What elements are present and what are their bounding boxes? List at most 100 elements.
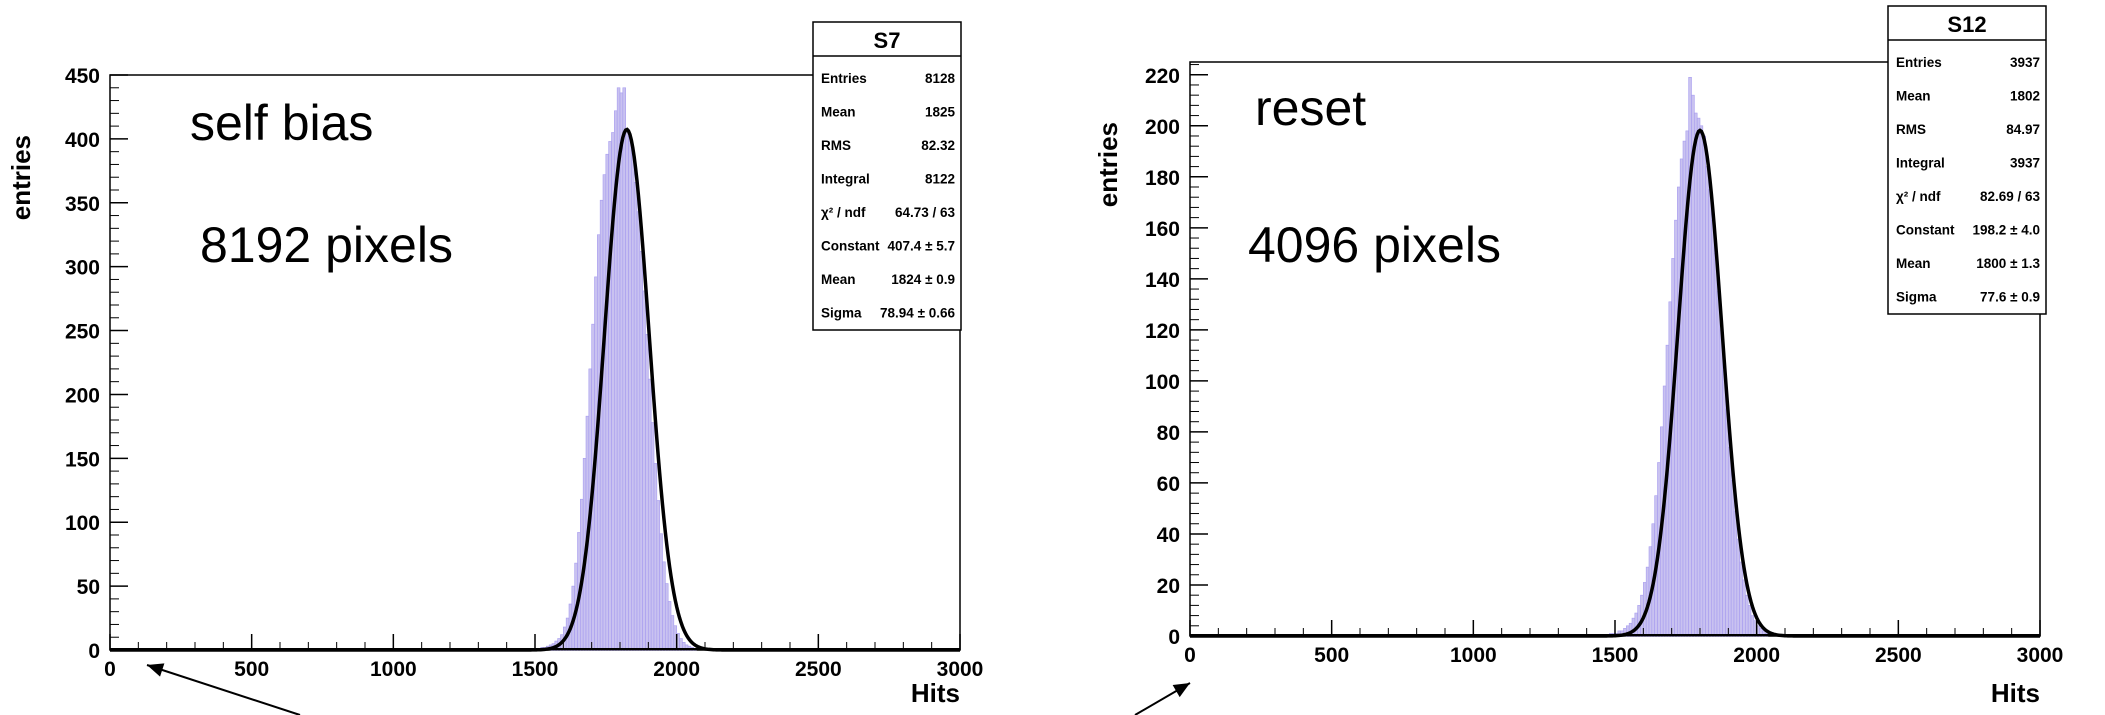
y-tick-label: 100 xyxy=(1145,371,1180,394)
stats-row-value: 84.97 xyxy=(2006,122,2040,137)
x-tick-label: 0 xyxy=(1184,644,1196,667)
histogram-bin xyxy=(1711,219,1715,637)
stats-row-label: Mean xyxy=(821,272,856,287)
histogram-bin xyxy=(1730,480,1735,637)
stats-row-label: Mean xyxy=(1896,256,1931,271)
histogram-bin xyxy=(1747,605,1752,637)
stats-box-title: S7 xyxy=(874,28,901,53)
stats-row-value: 3937 xyxy=(2010,55,2040,70)
stats-row-value: 1800 ± 1.3 xyxy=(1976,256,2040,271)
y-tick-label: 220 xyxy=(1145,65,1180,88)
histogram-bin xyxy=(1694,112,1698,637)
y-tick-label: 60 xyxy=(1157,473,1180,496)
histogram-bin xyxy=(1679,158,1684,637)
x-tick-label: 3000 xyxy=(937,658,984,681)
stats-row-value: 198.2 ± 4.0 xyxy=(1973,222,2040,237)
y-tick-label: 80 xyxy=(1157,422,1180,445)
stats-row-value: 1802 xyxy=(2010,88,2040,103)
histogram-bin xyxy=(608,141,612,651)
stats-row-label: χ² / ndf xyxy=(821,205,866,220)
stats-row-value: 407.4 ± 5.7 xyxy=(888,238,955,253)
stats-row-value: 78.94 ± 0.66 xyxy=(880,305,955,320)
x-tick-label: 1000 xyxy=(370,658,417,681)
histogram-bin xyxy=(1671,258,1675,637)
x-tick-label: 3000 xyxy=(2017,644,2064,667)
histogram-bin xyxy=(1708,189,1712,637)
y-axis-label: entries xyxy=(1093,122,1123,207)
histogram-bin xyxy=(665,583,669,651)
histogram-bin xyxy=(1745,594,1749,637)
stats-row-label: Mean xyxy=(821,104,856,119)
y-tick-label: 40 xyxy=(1157,524,1180,547)
stats-box: S12 Entries 3937 Mean 1802 RMS 84.97 Integral 39… xyxy=(1887,5,2047,315)
histogram-bin xyxy=(602,174,607,651)
y-tick-label: 0 xyxy=(88,640,100,663)
histogram-bin xyxy=(1696,117,1701,637)
y-tick-label: 300 xyxy=(65,257,100,280)
histogram-bin xyxy=(656,500,660,651)
stats-box: S7 Entries 8128 Mean 1825 RMS 82.32 Integral 812… xyxy=(812,21,962,331)
x-axis-label: Hits xyxy=(1991,678,2040,708)
annotation-mode-label: reset xyxy=(1255,80,1366,136)
y-tick-label: 200 xyxy=(1145,116,1180,139)
y-tick-label: 400 xyxy=(65,129,100,152)
stats-row-label: Entries xyxy=(821,71,867,86)
histogram-bin xyxy=(633,182,638,651)
stats-row-label: χ² / ndf xyxy=(1896,189,1941,204)
histogram-bin xyxy=(1733,510,1738,637)
y-tick-label: 200 xyxy=(65,384,100,407)
histogram-bin xyxy=(1713,253,1718,637)
histogram-bin xyxy=(1719,329,1723,637)
histogram-bin xyxy=(650,422,655,651)
chart-panel-1: 0 500 1000 1500 2000 2500 3000 0 50 100 150 200 250 3… xyxy=(6,21,984,715)
stats-row-label: Sigma xyxy=(821,305,862,320)
stats-row-label: Integral xyxy=(1896,155,1945,170)
annotation-pixel-count: 8192 pixels xyxy=(200,217,453,273)
y-tick-label: 100 xyxy=(65,512,100,535)
histogram-bin xyxy=(1699,125,1704,637)
y-tick-label: 150 xyxy=(65,448,100,471)
annotation-pixel-count: 4096 pixels xyxy=(1248,217,1501,273)
x-tick-label: 1000 xyxy=(1450,644,1497,667)
stats-box-frame xyxy=(1887,5,2047,315)
histogram-bin xyxy=(1674,219,1678,637)
stats-row-value: 82.32 xyxy=(921,138,955,153)
histogram-bin xyxy=(599,199,604,651)
histogram-bin xyxy=(1728,446,1732,637)
x-tick-label: 2500 xyxy=(795,658,842,681)
stats-row-value: 8128 xyxy=(925,71,956,86)
stats-box-frame xyxy=(812,21,962,331)
stats-row-label: RMS xyxy=(821,138,851,153)
histogram-bin xyxy=(642,290,646,651)
histogram-bin xyxy=(1677,186,1681,637)
histogram-bin xyxy=(1742,579,1746,637)
y-tick-label: 180 xyxy=(1145,167,1180,190)
annotation-mode-label: self bias xyxy=(190,95,373,151)
x-tick-label: 0 xyxy=(104,658,116,681)
histogram-bin xyxy=(1736,538,1740,637)
histogram-bin xyxy=(1702,135,1706,637)
stats-row-label: Mean xyxy=(1896,88,1931,103)
histogram-bin xyxy=(648,378,652,651)
stats-row-value: 3937 xyxy=(2010,155,2040,170)
stats-row-label: Entries xyxy=(1896,55,1942,70)
stats-row-label: RMS xyxy=(1896,122,1926,137)
x-tick-label: 2500 xyxy=(1875,644,1922,667)
histogram-bin xyxy=(659,533,663,651)
histogram-bin xyxy=(667,601,672,651)
stats-row-value: 1824 ± 0.9 xyxy=(891,272,955,287)
y-tick-label: 140 xyxy=(1145,269,1180,292)
pointer-arrowhead xyxy=(147,663,165,677)
chart-panel-2: 0 500 1000 1500 2000 2500 3000 0 20 40 60 80 100 120 1… xyxy=(1093,5,2064,715)
histogram-bin xyxy=(1722,370,1726,637)
stats-row-label: Sigma xyxy=(1896,289,1937,304)
histogram-bin xyxy=(1668,301,1672,637)
histogram-bin xyxy=(1739,561,1743,637)
stats-row-value: 77.6 ± 0.9 xyxy=(1980,289,2040,304)
x-axis-label: Hits xyxy=(911,678,960,708)
histogram-bin xyxy=(625,128,629,651)
histogram-bin xyxy=(662,561,666,651)
histogram-bin xyxy=(636,211,641,651)
x-tick-label: 500 xyxy=(234,658,269,681)
y-tick-label: 0 xyxy=(1168,626,1180,649)
